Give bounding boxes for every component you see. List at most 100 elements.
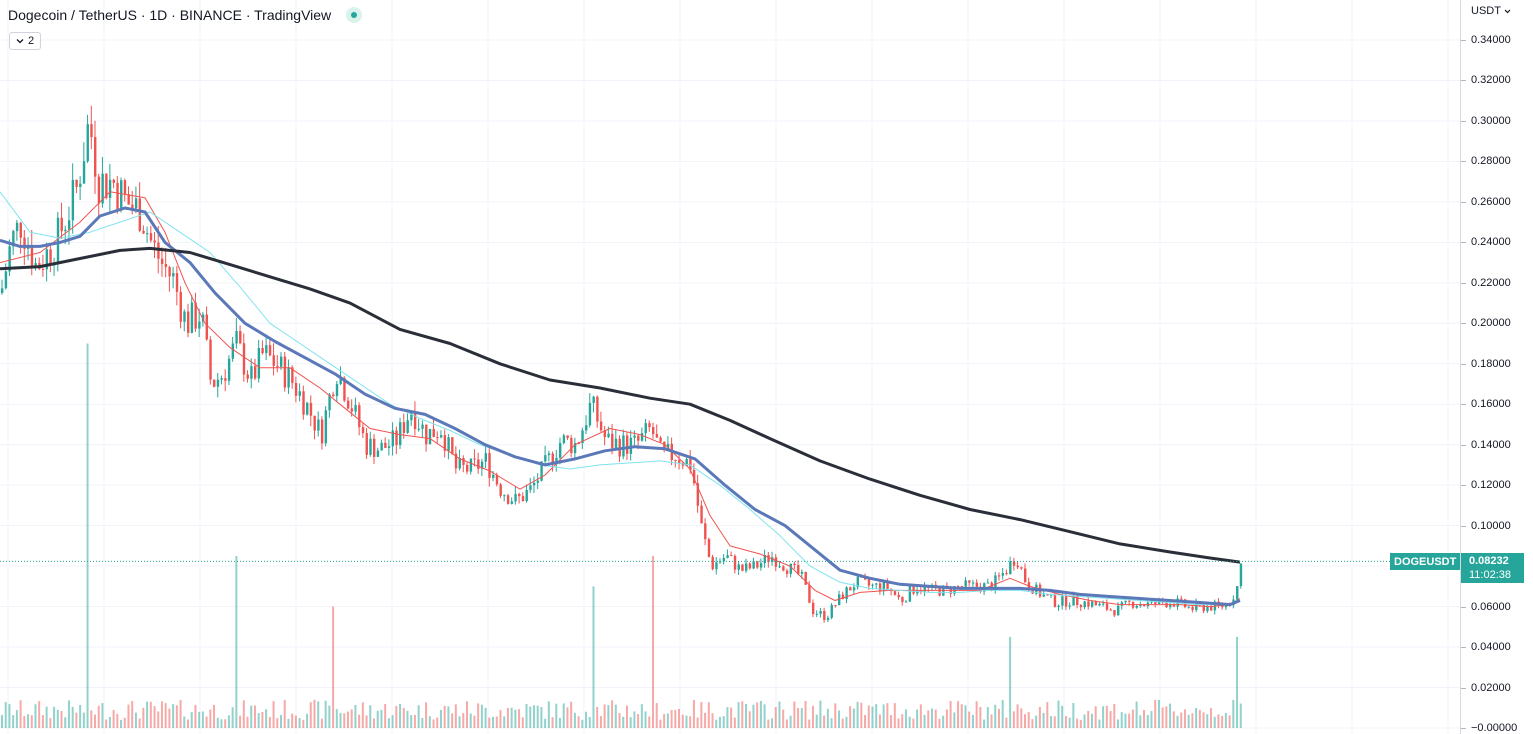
candle-body	[1001, 573, 1005, 576]
candle-body	[343, 377, 346, 401]
volume-bar	[90, 710, 93, 728]
volume-bar	[45, 706, 48, 728]
price-tick-label: 0.32000	[1471, 74, 1511, 87]
volume-bar	[745, 703, 747, 728]
candle-body	[458, 458, 461, 469]
volume-bar	[581, 719, 584, 728]
last-price-value: 0.08232	[1469, 555, 1509, 567]
price-tick-label: 0.02000	[1471, 681, 1511, 694]
candle-body	[413, 412, 417, 430]
volume-bar	[1165, 706, 1168, 728]
volume-bar	[599, 716, 602, 728]
candle-body	[216, 379, 220, 387]
indicators-collapse-button[interactable]: 2	[9, 32, 42, 50]
candle-body	[964, 580, 967, 587]
volume-bar	[551, 717, 554, 728]
volume-bar	[707, 702, 710, 728]
volume-bar	[112, 710, 115, 728]
volume-bar	[1172, 711, 1175, 728]
candle-body	[637, 435, 640, 441]
candle-body	[395, 430, 398, 446]
volume-bar	[443, 705, 446, 728]
price-tick-mark	[1461, 444, 1466, 446]
volume-bar	[406, 710, 409, 728]
volume-bar	[867, 705, 870, 728]
volume-bar	[767, 719, 770, 728]
candle-body	[893, 591, 897, 595]
candle-body	[309, 402, 313, 416]
candle-body	[447, 437, 450, 451]
candle-body	[358, 405, 361, 428]
volume-bar	[1161, 707, 1164, 728]
volume-bar	[916, 709, 919, 728]
volume-bar	[253, 705, 256, 728]
candle-body	[97, 176, 101, 204]
volume-bar	[570, 701, 573, 728]
volume-bar	[789, 715, 792, 728]
candle-body	[190, 302, 194, 333]
volume-bar	[287, 718, 290, 728]
volume-bar	[975, 701, 978, 728]
volume-bar	[346, 711, 349, 728]
volume-bar	[994, 704, 997, 728]
volume-bar	[168, 708, 171, 728]
candle-body	[763, 555, 766, 564]
volume-bar	[681, 714, 684, 728]
candle-body	[112, 179, 115, 183]
candle-body	[436, 437, 439, 439]
candle-body	[1016, 565, 1019, 568]
volume-bar	[573, 712, 576, 728]
candle-body	[536, 480, 540, 483]
candle-body	[1079, 604, 1083, 608]
symbol-title[interactable]: Dogecoin / TetherUS · 1D · BINANCE · Tra…	[8, 7, 332, 23]
candle-body	[261, 347, 264, 354]
chart-area[interactable]: Dogecoin / TetherUS · 1D · BINANCE · Tra…	[0, 0, 1461, 734]
volume-bar	[763, 704, 766, 728]
candle-body	[1210, 606, 1213, 611]
volume-bar	[332, 606, 335, 728]
candle-body	[1031, 588, 1034, 594]
candle-body	[320, 419, 324, 444]
volume-bar	[123, 717, 126, 728]
candle-body	[1128, 600, 1131, 602]
volume-bar	[220, 719, 223, 728]
price-axis[interactable]: USDT 0.34000 0.32000 0.30000 0.28000 0.26000…	[1460, 0, 1533, 734]
volume-bar	[190, 712, 193, 728]
volume-bar	[949, 701, 952, 728]
volume-bar	[265, 709, 268, 728]
candle-body	[722, 557, 726, 562]
volume-bar	[532, 705, 535, 728]
volume-bar	[510, 707, 513, 728]
candle-body	[748, 563, 752, 569]
candle-body	[146, 233, 149, 235]
candle-body	[138, 198, 142, 231]
volume-bar	[585, 711, 588, 728]
candle-body	[253, 366, 257, 379]
volume-bar	[354, 704, 357, 728]
volume-bar	[640, 704, 643, 728]
candle-body	[971, 582, 975, 584]
bar-countdown: 11:02:38	[1469, 569, 1512, 581]
volume-bar	[1198, 709, 1201, 728]
currency-selector[interactable]: USDT	[1471, 5, 1511, 17]
volume-bar	[239, 715, 242, 728]
candle-body	[838, 594, 841, 606]
volume-bar	[1221, 716, 1224, 728]
volume-bar	[1191, 713, 1194, 728]
price-chart[interactable]	[0, 0, 1460, 734]
volume-bar	[938, 718, 941, 728]
volume-bar	[518, 709, 521, 728]
candle-body	[1120, 602, 1124, 606]
candle-body	[726, 555, 729, 558]
candle-body	[741, 564, 744, 571]
candle-body	[376, 450, 380, 457]
volume-bar	[890, 715, 893, 728]
market-open-icon	[346, 7, 363, 23]
volume-bar	[547, 701, 550, 728]
volume-bar	[785, 719, 788, 728]
candle-body	[830, 605, 833, 618]
volume-bar	[380, 709, 383, 728]
candle-body	[1105, 603, 1109, 610]
candle-body	[1090, 601, 1094, 607]
price-tick-label: 0.06000	[1471, 600, 1511, 613]
